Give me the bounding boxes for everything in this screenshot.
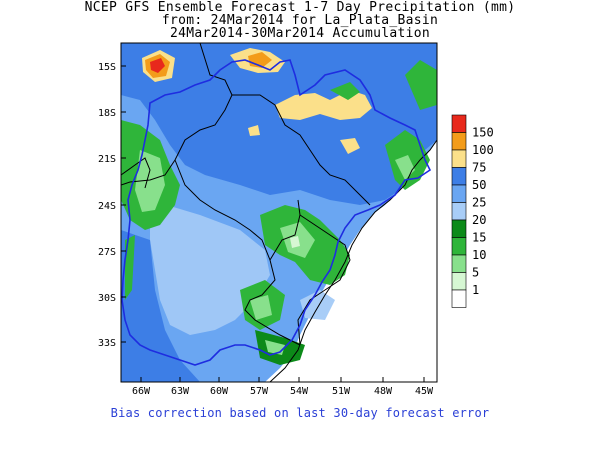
legend-swatch [451,237,467,256]
lat-label: 24S [98,201,116,212]
color-legend: 150 100 75 50 25 20 15 10 5 1 [451,114,494,308]
map-figure: 15S 18S 21S 24S 27S 30S 33S 66W 63W 60W … [98,42,494,397]
legend-label: 10 [472,248,486,262]
basin-outline [121,59,432,366]
precipitation-map: 15S 18S 21S 24S 27S 30S 33S 66W 63W 60W … [98,42,494,397]
lon-label: 66W [132,386,151,397]
lon-label: 48W [374,386,393,397]
plot-frame [120,42,438,383]
lon-label: 45W [415,386,434,397]
legend-label: 50 [472,178,486,192]
legend-swatch [451,289,467,308]
title-line-1: NCEP GFS Ensemble Forecast 1-7 Day Preci… [84,0,516,15]
precip-75mm-dot [248,125,260,136]
border-brazil-uruguay [297,214,351,346]
legend-label: 5 [472,266,479,280]
country-borders [121,43,437,382]
border-chile-bolivia [121,157,151,189]
legend-label: 100 [472,143,494,157]
precip-10mm-northeast [405,60,437,110]
border-paraguay-brazil [269,199,301,261]
precip-20mm-uruguay [300,290,335,320]
precip-5mm-south [250,295,272,320]
legend-label: 20 [472,213,486,227]
lat-label: 18S [98,108,116,119]
title-line-3: 24Mar2014-30Mar2014 Accumulation [169,26,431,41]
lon-label: 57W [250,386,269,397]
legend-swatch [451,167,467,186]
border-bolivia [121,43,233,186]
legend-label: 15 [472,231,486,245]
legend-swatch [451,149,467,168]
border-brazil-west [232,94,371,206]
precip-20mm-central [150,200,270,335]
precip-50mm-southwest [121,230,200,382]
latitude-axis: 15S 18S 21S 24S 27S 30S 33S [98,62,126,349]
legend-label: 25 [472,196,486,210]
lat-label: 21S [98,154,116,165]
legend-label: 150 [472,126,494,140]
precip-10mm-north-patch [330,82,360,100]
longitude-axis: 66W 63W 60W 57W 54W 51W 48W 45W [132,377,434,397]
lat-label: 27S [98,247,116,258]
lat-label: 33S [98,338,116,349]
coastline-atlantic [269,139,437,382]
bias-correction-note: Bias correction based on last 30-day for… [110,406,490,420]
precip-150mm-max [150,58,165,73]
lon-label: 54W [290,386,309,397]
legend-label: 75 [472,161,486,175]
precip-75mm-small-patch [340,138,360,154]
legend-swatch [451,114,467,133]
lat-label: 15S [98,62,116,73]
precip-5mm-west [135,150,165,212]
precip-1mm-central-east [290,236,300,248]
precip-zero-ocean [265,140,437,382]
title-line-2: from: 24Mar2014 for La_Plata_Basin [161,13,439,28]
precip-10mm-far-west [125,235,135,300]
legend-label: 1 [472,283,479,297]
lon-label: 51W [332,386,351,397]
lon-label: 63W [171,386,190,397]
legend-swatch [451,202,467,221]
lon-label: 60W [210,386,229,397]
legend-swatch [451,132,467,151]
lat-label: 30S [98,293,116,304]
legend-swatch [451,254,467,273]
legend-swatch [451,272,467,291]
legend-swatch [451,219,467,238]
legend-swatch [451,184,467,203]
